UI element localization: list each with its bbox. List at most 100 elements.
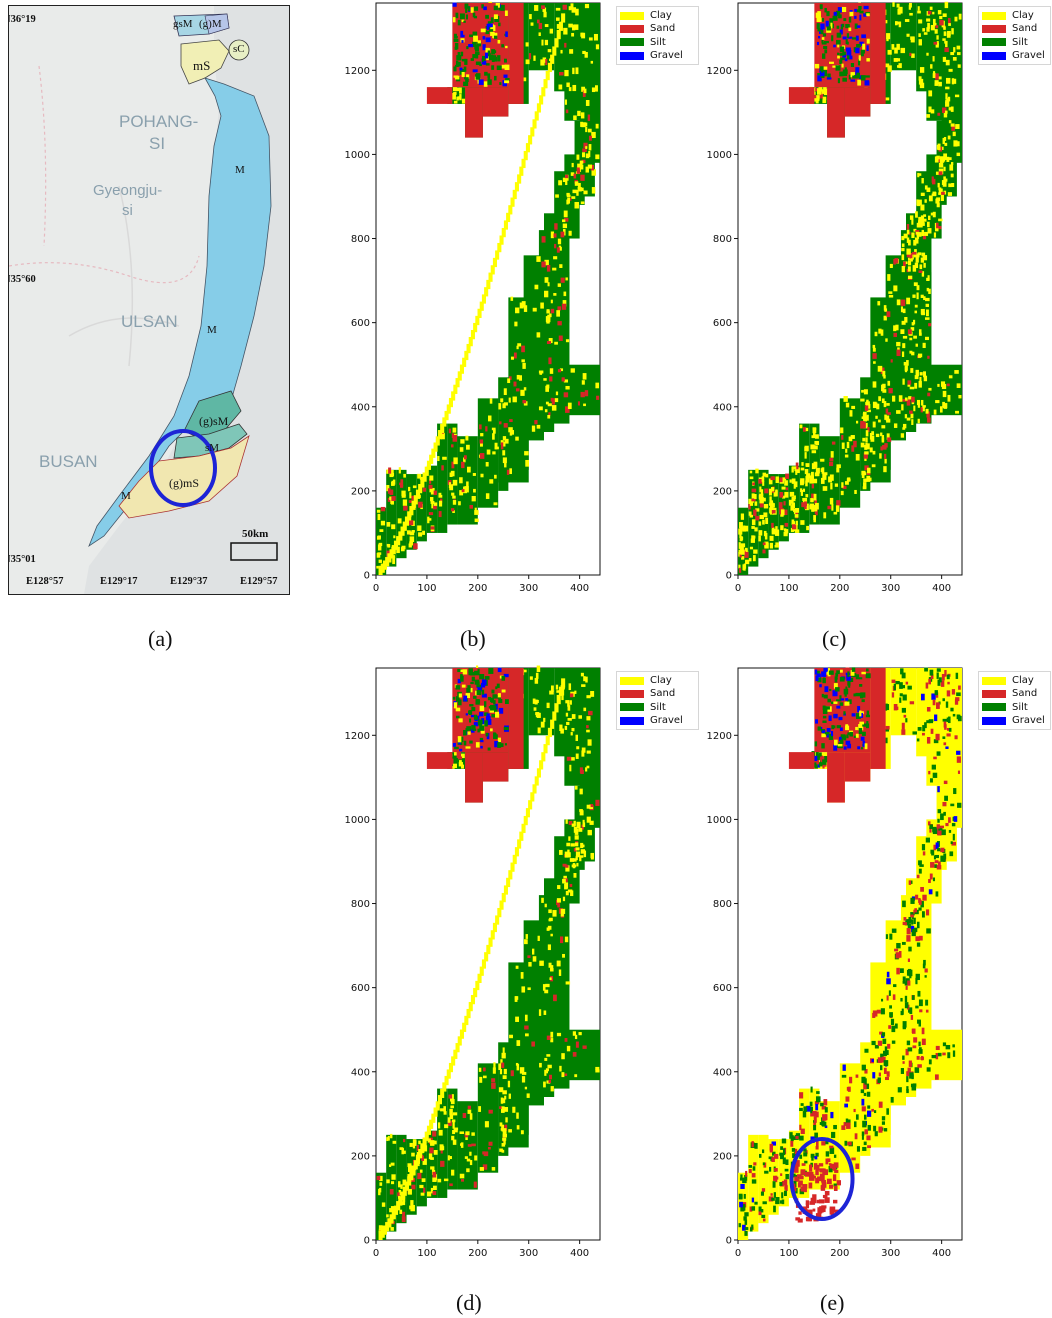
class-pixel: [918, 999, 923, 1007]
class-pixel: [768, 1156, 774, 1160]
class-pixel: [915, 1005, 919, 1009]
class-pixel: [840, 427, 844, 434]
y-tick-label: 600: [351, 983, 370, 994]
class-pixel: [848, 27, 852, 32]
class-pixel: [585, 676, 588, 683]
class-pixel: [566, 842, 571, 847]
class-pixel: [464, 1156, 468, 1159]
class-pixel: [932, 11, 935, 15]
class-pixel: [910, 258, 913, 262]
class-pixel: [847, 1086, 851, 1092]
gravel-swatch: [620, 51, 644, 60]
class-pixel: [926, 720, 931, 724]
class-pixel: [885, 97, 890, 101]
class-pixel: [881, 1056, 886, 1063]
class-pixel: [822, 720, 827, 723]
class-pixel: [946, 733, 951, 737]
class-pixel: [578, 1032, 582, 1036]
class-pixel: [452, 742, 456, 747]
class-pixel: [553, 233, 557, 238]
class-pixel: [465, 14, 469, 20]
class-pixel: [483, 1151, 489, 1157]
class-pixel: [560, 728, 564, 734]
sand-patch-pixel: [805, 1203, 810, 1209]
class-pixel: [585, 767, 588, 772]
class-pixel: [437, 1178, 442, 1183]
class-pixel: [559, 724, 563, 732]
class-pixel: [921, 1038, 926, 1046]
class-pixel: [939, 160, 943, 165]
class-pixel: [855, 454, 860, 461]
class-pixel: [738, 564, 741, 569]
class-pixel: [839, 669, 843, 673]
class-pixel: [822, 33, 827, 37]
class-pixel: [555, 194, 559, 198]
class-pixel: [880, 1065, 883, 1071]
class-pixel: [816, 1140, 819, 1147]
class-pixel: [422, 530, 425, 535]
class-pixel: [867, 1145, 871, 1149]
class-pixel: [947, 135, 951, 140]
class-pixel: [833, 1124, 837, 1130]
class-pixel: [392, 555, 396, 559]
class-pixel: [451, 1119, 456, 1123]
silt-swatch: [620, 703, 644, 712]
class-pixel: [575, 856, 578, 861]
class-pixel: [908, 275, 913, 280]
class-pixel: [921, 399, 924, 406]
nearshore-band: [391, 545, 396, 555]
lon-label-3: E129°37: [170, 576, 208, 587]
class-pixel: [531, 1041, 535, 1047]
class-pixel: [575, 753, 579, 759]
class-pixel: [504, 64, 510, 71]
class-pixel: [550, 1086, 554, 1092]
class-pixel: [495, 711, 500, 718]
class-pixel: [471, 676, 475, 682]
class-pixel: [869, 432, 873, 440]
class-pixel: [546, 1080, 551, 1084]
sand-patch-pixel: [815, 1170, 819, 1176]
class-pixel: [539, 1062, 542, 1068]
class-pixel: [474, 45, 479, 50]
class-pixel: [516, 1125, 520, 1130]
coverage-cell: [396, 469, 407, 559]
class-pixel: [933, 844, 937, 851]
class-pixel: [751, 488, 757, 493]
class-pixel: [911, 232, 915, 238]
class-pixel: [503, 402, 508, 406]
class-pixel: [867, 477, 872, 482]
class-pixel: [923, 296, 926, 301]
coverage-cell: [508, 297, 529, 470]
class-pixel: [586, 725, 589, 729]
class-pixel: [912, 1045, 917, 1049]
class-pixel: [501, 675, 506, 681]
class-pixel: [520, 972, 524, 979]
class-pixel: [471, 1132, 475, 1136]
class-pixel: [800, 1103, 804, 1106]
class-pixel: [573, 873, 577, 878]
class-pixel: [548, 412, 551, 416]
class-pixel: [824, 731, 830, 735]
class-pixel: [945, 701, 949, 708]
class-pixel: [465, 435, 469, 441]
class-pixel: [582, 50, 586, 54]
nearshore-band: [409, 506, 414, 516]
class-pixel: [499, 1122, 503, 1127]
class-pixel: [484, 720, 488, 727]
class-pixel: [822, 486, 828, 491]
class-pixel: [943, 153, 948, 160]
class-pixel: [935, 842, 939, 850]
class-pixel: [901, 265, 905, 273]
class-pixel: [524, 939, 528, 945]
class-pixel: [548, 357, 552, 365]
class-pixel: [758, 494, 763, 499]
nearshore-band: [468, 1001, 473, 1012]
sand-swatch: [620, 24, 644, 33]
class-pixel: [815, 87, 819, 92]
class-pixel: [567, 718, 572, 721]
sand-block: [426, 87, 453, 104]
class-pixel: [523, 305, 528, 312]
class-pixel: [580, 201, 585, 205]
class-pixel: [562, 300, 567, 307]
class-pixel: [575, 8, 579, 16]
